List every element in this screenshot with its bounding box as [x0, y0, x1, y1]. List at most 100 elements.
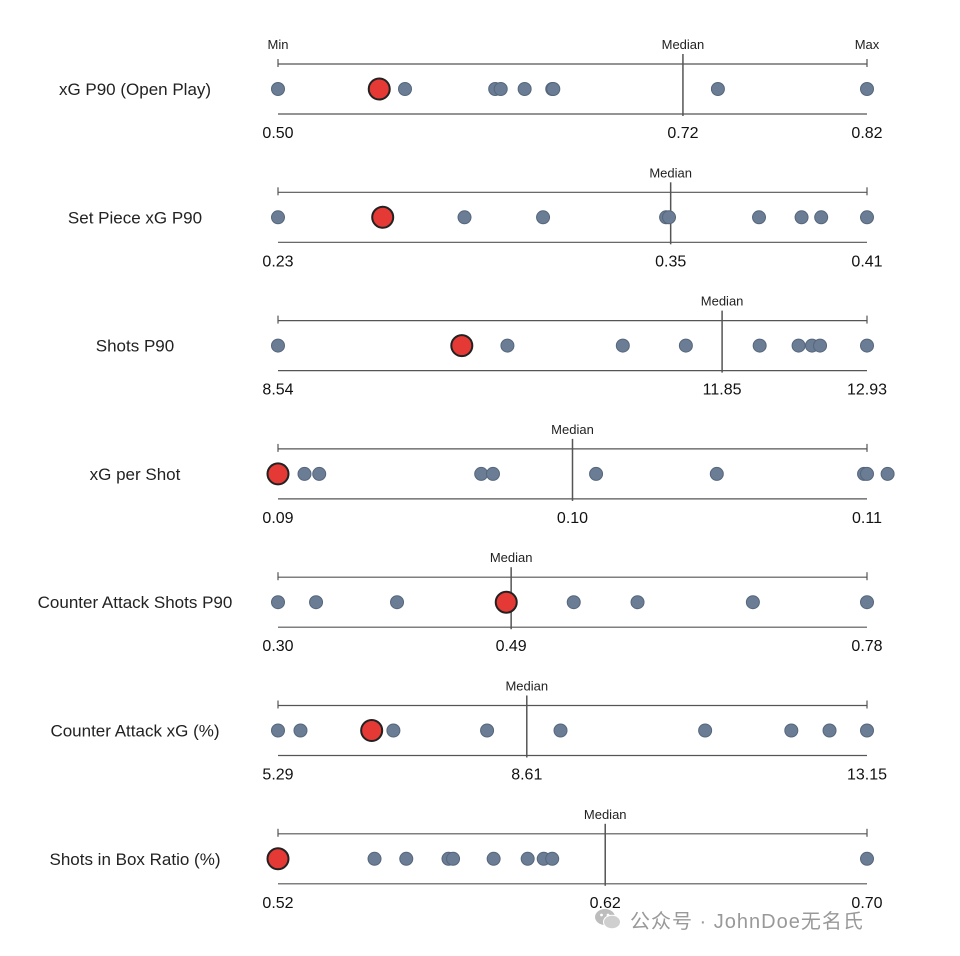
- peer-point: [271, 210, 285, 225]
- metric-label: Counter Attack xG (%): [50, 722, 219, 741]
- peer-point: [630, 595, 645, 610]
- peer-point: [480, 723, 495, 738]
- peer-point: [860, 466, 874, 481]
- peer-point: [752, 210, 767, 225]
- metric-label: Shots in Box Ratio (%): [49, 850, 220, 869]
- peer-point: [698, 723, 713, 738]
- peer-point: [662, 210, 677, 225]
- peer-point: [390, 595, 405, 610]
- tick-label: 0.78: [851, 638, 882, 655]
- peer-point: [791, 338, 806, 353]
- watermark-text: 公众号 · JohnDoe无名氏: [630, 910, 864, 933]
- peer-point: [297, 466, 312, 481]
- peer-point: [309, 595, 324, 610]
- peer-point: [860, 82, 874, 96]
- median-label: Median: [505, 679, 548, 694]
- median-label: Median: [649, 165, 692, 180]
- peer-point: [880, 466, 895, 481]
- tick-label: 5.29: [262, 767, 293, 784]
- peer-point: [517, 82, 532, 96]
- peer-point: [500, 338, 515, 353]
- peer-point: [446, 851, 461, 866]
- tick-label: 12.93: [847, 382, 887, 399]
- tick-label: 0.49: [496, 638, 527, 655]
- peer-point: [814, 210, 829, 225]
- peer-point: [493, 82, 508, 96]
- tick-label: 0.30: [262, 638, 293, 655]
- tick-label: 0.52: [262, 895, 293, 912]
- peer-point: [546, 82, 561, 96]
- focus-point: [450, 334, 474, 358]
- peer-point: [678, 338, 693, 353]
- peer-point: [822, 723, 837, 738]
- focus-point: [367, 77, 391, 101]
- tick-label: 0.35: [655, 253, 686, 270]
- peer-point: [813, 338, 828, 353]
- peer-point: [545, 851, 560, 866]
- tick-label: 0.09: [262, 510, 293, 527]
- metric-label: Counter Attack Shots P90: [38, 593, 233, 612]
- tick-label: 0.50: [262, 125, 293, 142]
- peer-point: [615, 338, 630, 353]
- peer-point: [485, 466, 500, 481]
- tick-label: 11.85: [703, 382, 742, 399]
- median-label: Median: [701, 294, 744, 309]
- peer-point: [566, 595, 581, 610]
- peer-point: [386, 723, 401, 738]
- peer-point: [745, 595, 760, 610]
- tick-label: 0.23: [262, 253, 293, 270]
- focus-point: [360, 719, 384, 742]
- peer-point: [794, 210, 809, 225]
- metric-label: Set Piece xG P90: [68, 208, 202, 227]
- max-label: Max: [855, 37, 880, 52]
- tick-label: 8.61: [511, 767, 542, 784]
- peer-point: [271, 338, 285, 353]
- median-label: Median: [551, 422, 594, 437]
- peer-point: [457, 210, 472, 225]
- peer-point: [553, 723, 568, 738]
- peer-point: [784, 723, 799, 738]
- tick-label: 0.82: [851, 125, 882, 142]
- peer-point: [709, 466, 724, 481]
- peer-point: [860, 210, 874, 225]
- min-label: Min: [268, 37, 289, 52]
- metric-label: Shots P90: [96, 337, 174, 356]
- tick-label: 0.10: [557, 510, 588, 527]
- peer-point: [860, 851, 874, 866]
- metric-label: xG per Shot: [90, 465, 181, 484]
- tick-label: 0.70: [851, 895, 882, 912]
- peer-point: [536, 210, 551, 225]
- peer-point: [398, 82, 413, 96]
- peer-point: [474, 466, 489, 481]
- median-label: Median: [584, 807, 627, 822]
- tick-label: 0.11: [852, 510, 882, 527]
- metric-label: xG P90 (Open Play): [59, 80, 211, 99]
- peer-point: [589, 466, 604, 481]
- peer-point: [860, 595, 874, 610]
- focus-point: [266, 462, 290, 486]
- tick-label: 8.54: [262, 382, 293, 399]
- peer-point: [399, 851, 414, 866]
- peer-point: [860, 723, 874, 738]
- focus-point: [371, 205, 395, 229]
- median-label: Median: [662, 37, 705, 52]
- tick-label: 0.72: [667, 125, 698, 142]
- peer-point: [710, 82, 725, 96]
- peer-point: [860, 338, 874, 353]
- median-label: Median: [490, 550, 533, 565]
- peer-point: [271, 595, 285, 610]
- peer-point: [752, 338, 767, 353]
- wechat-icon: [595, 909, 621, 930]
- tick-label: 0.62: [590, 895, 621, 912]
- tick-label: 0.41: [851, 253, 882, 270]
- peer-point: [271, 723, 285, 738]
- peer-point: [520, 851, 535, 866]
- peer-point: [293, 723, 308, 738]
- watermark: 公众号 · JohnDoe无名氏: [594, 904, 864, 934]
- focus-point: [494, 590, 518, 614]
- peer-point: [312, 466, 327, 481]
- tick-label: 13.15: [847, 767, 887, 784]
- peer-point: [486, 851, 501, 866]
- peer-point: [271, 82, 285, 96]
